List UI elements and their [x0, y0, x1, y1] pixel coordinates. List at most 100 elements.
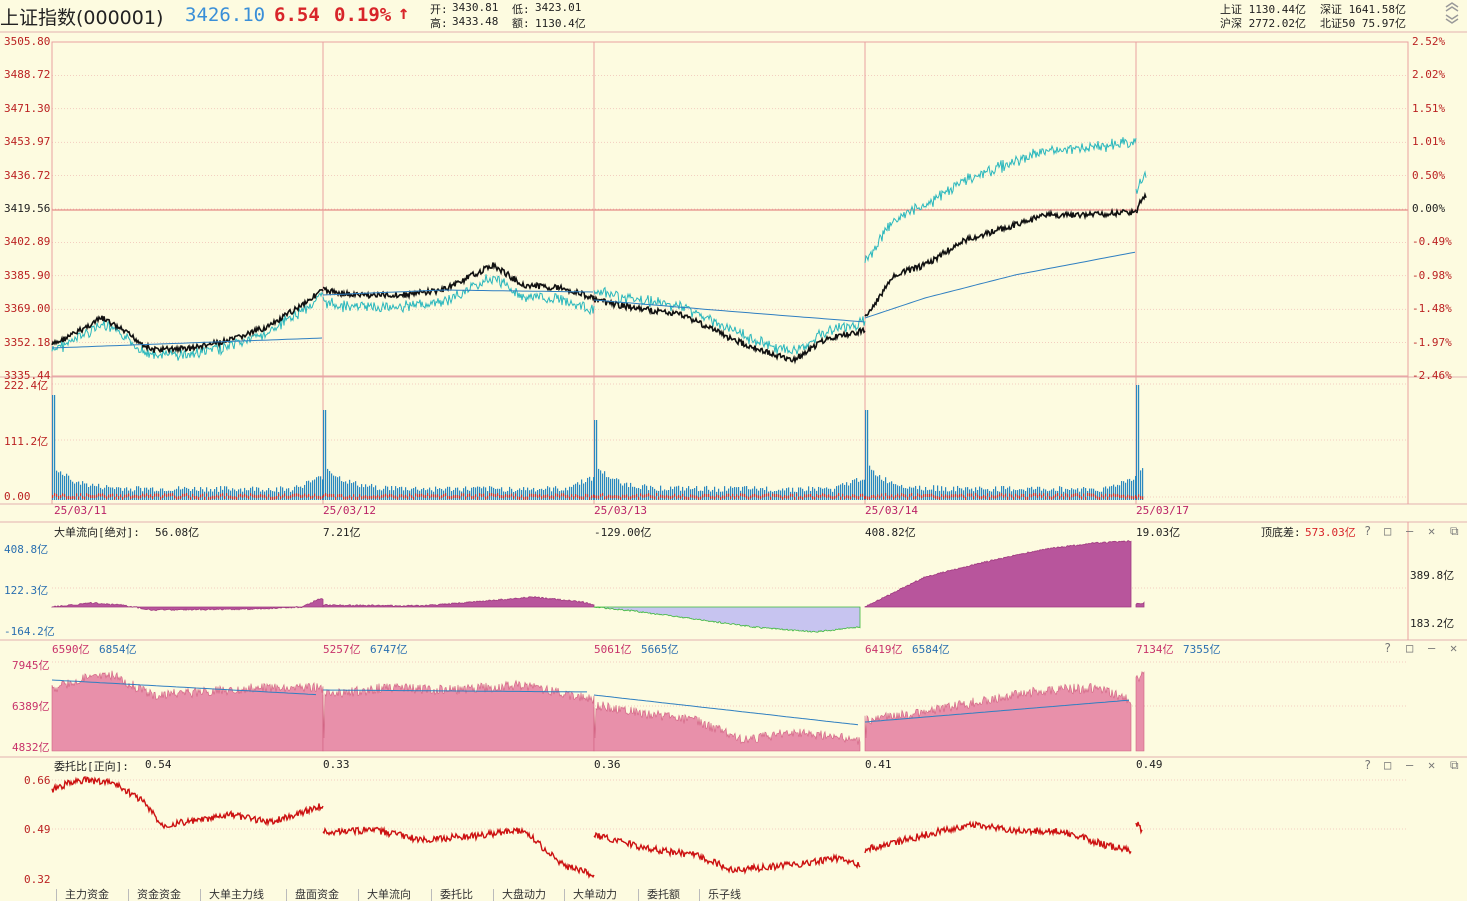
big-order-day-value: 56.08亿 [155, 526, 200, 539]
scroll-toggle-icon[interactable] [1444, 0, 1460, 24]
volume-bar-red [335, 496, 337, 500]
price-tick-right: 2.02% [1412, 68, 1446, 82]
volume-bar-red [1069, 496, 1071, 500]
volume-bar [842, 483, 844, 500]
tab-indicator[interactable]: 委托额 [638, 889, 680, 901]
volume-bar-red [842, 493, 844, 497]
volume-bar-red [389, 493, 391, 497]
volume-bar-red [794, 496, 796, 500]
help-button[interactable]: ? [1364, 524, 1372, 538]
volume-bar [626, 482, 628, 500]
close-button[interactable]: ✕ [1428, 524, 1436, 538]
volume-bar [110, 487, 112, 500]
help-button[interactable]: ? [1364, 758, 1372, 772]
tab-indicator[interactable]: 主力资金 [56, 889, 109, 901]
volume-bar-red [270, 496, 272, 500]
volume-bar [375, 485, 377, 500]
amount-area [1135, 671, 1145, 752]
volume-bar [391, 486, 393, 500]
volume-bar-red [232, 496, 234, 500]
volume-bar-red [475, 494, 477, 498]
volume-bar-red [1103, 495, 1105, 499]
min-button[interactable]: — [1406, 524, 1414, 538]
volume-bar-red [375, 495, 377, 499]
restore-button[interactable]: ⧉ [1450, 758, 1459, 772]
volume-bar [108, 486, 110, 500]
volume-bar [1138, 385, 1140, 500]
volume-bar-red [56, 493, 58, 497]
volume-bar-red [186, 493, 188, 497]
volume-bar [320, 476, 322, 500]
volume-bar-red [858, 496, 860, 500]
volume-bar [798, 487, 800, 500]
big-order-tick: 408.8亿 [4, 543, 49, 556]
tab-indicator[interactable]: 乐子线 [699, 889, 741, 901]
volume-bar [802, 488, 804, 500]
volume-bar-red [357, 496, 359, 500]
tab-indicator[interactable]: 资金资金 [128, 889, 181, 901]
volume-bar-red [497, 493, 499, 497]
volume-bar [347, 483, 349, 500]
volume-bar-red [1005, 493, 1007, 497]
volume-bar [509, 486, 511, 500]
amount-area [322, 679, 595, 752]
tab-indicator[interactable]: 委托比 [431, 889, 473, 901]
price-tick-right: 2.52% [1412, 35, 1446, 48]
ratio-day-value: 0.54 [145, 758, 172, 771]
amount-area [593, 701, 861, 752]
volume-bar-red [832, 496, 834, 500]
volume-bar-red [132, 495, 134, 499]
min-button[interactable]: — [1428, 641, 1436, 655]
volume-bar [933, 485, 935, 500]
max-button[interactable]: □ [1406, 641, 1414, 655]
volume-tick: 0.00 [4, 490, 31, 503]
volume-bar-red [997, 494, 999, 498]
volume-bar-red [284, 493, 286, 497]
volume-bar-red [433, 494, 435, 498]
tab-indicator[interactable]: 大盘动力 [493, 889, 546, 901]
volume-bar-red [782, 496, 784, 500]
volume-bar [547, 486, 549, 500]
volume-bar-red [1089, 493, 1091, 497]
max-button[interactable]: □ [1384, 524, 1392, 538]
volume-bar [1053, 488, 1055, 500]
index-price-line [1135, 191, 1147, 214]
volume-bar-red [810, 493, 812, 497]
volume-bar-red [610, 495, 612, 499]
volume-bar-red [1109, 493, 1111, 497]
restore-button[interactable]: ⧉ [1450, 524, 1459, 538]
close-button[interactable]: ✕ [1428, 758, 1436, 772]
volume-bar [1059, 486, 1061, 500]
volume-bar [620, 483, 622, 500]
volume-bar [411, 488, 413, 500]
volume-bar [337, 477, 339, 500]
volume-bar [897, 485, 899, 500]
volume-bar-red [347, 496, 349, 500]
volume-bar-red [172, 493, 174, 497]
volume-bar-red [891, 494, 893, 498]
volume-bar-red [62, 493, 64, 497]
volume-bar [349, 479, 351, 500]
volume-bar [210, 488, 212, 500]
price-tick-left: 3453.97 [4, 135, 51, 149]
volume-bar-red [206, 493, 208, 497]
volume-bar-red [742, 493, 744, 497]
volume-bar-red [1095, 495, 1097, 499]
ratio-tick: 0.32 [24, 873, 51, 886]
max-button[interactable]: □ [1384, 758, 1392, 772]
high-value: 3433.48 [452, 15, 499, 28]
min-button[interactable]: — [1406, 758, 1414, 772]
volume-bar [1123, 481, 1125, 500]
big-order-right-value-1: 389.8亿 [1410, 569, 1455, 582]
volume-bar [1017, 490, 1019, 500]
tab-indicator[interactable]: 大单流向 [358, 889, 411, 901]
close-button[interactable]: ✕ [1450, 641, 1458, 655]
volume-bar-red [256, 495, 258, 499]
tab-indicator[interactable]: 大单动力 [564, 889, 617, 901]
volume-bar-red [198, 496, 200, 500]
help-button[interactable]: ? [1384, 641, 1392, 655]
volume-bar [1121, 480, 1123, 500]
tab-indicator[interactable]: 盘面资金 [286, 889, 339, 901]
tab-indicator[interactable]: 大单主力线 [200, 889, 264, 901]
